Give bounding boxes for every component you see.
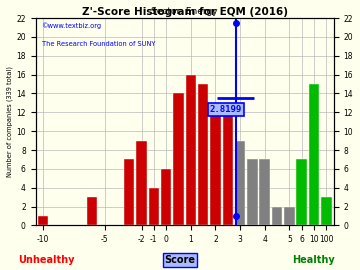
Bar bbox=[198, 84, 208, 225]
Bar bbox=[173, 93, 184, 225]
Bar bbox=[296, 160, 307, 225]
Bar bbox=[260, 160, 270, 225]
Bar bbox=[272, 207, 282, 225]
Text: Score: Score bbox=[165, 255, 195, 265]
Text: The Research Foundation of SUNY: The Research Foundation of SUNY bbox=[41, 41, 155, 47]
Title: Z'-Score Histogram for EQM (2016): Z'-Score Histogram for EQM (2016) bbox=[82, 7, 288, 17]
Bar bbox=[235, 141, 245, 225]
Bar bbox=[284, 207, 294, 225]
Bar bbox=[210, 112, 221, 225]
Bar bbox=[87, 197, 98, 225]
Bar bbox=[185, 75, 196, 225]
Bar bbox=[247, 160, 258, 225]
Text: ©www.textbiz.org: ©www.textbiz.org bbox=[41, 22, 102, 29]
Text: Healthy: Healthy bbox=[292, 255, 334, 265]
Y-axis label: Number of companies (339 total): Number of companies (339 total) bbox=[7, 66, 13, 177]
Bar bbox=[222, 112, 233, 225]
Bar bbox=[38, 216, 48, 225]
Bar bbox=[149, 188, 159, 225]
Bar bbox=[321, 197, 332, 225]
Text: Sector: Energy: Sector: Energy bbox=[151, 7, 218, 16]
Text: 2.8199: 2.8199 bbox=[210, 105, 242, 114]
Bar bbox=[309, 84, 319, 225]
Bar bbox=[136, 141, 147, 225]
Bar bbox=[124, 160, 134, 225]
Bar bbox=[161, 169, 171, 225]
Text: Unhealthy: Unhealthy bbox=[19, 255, 75, 265]
